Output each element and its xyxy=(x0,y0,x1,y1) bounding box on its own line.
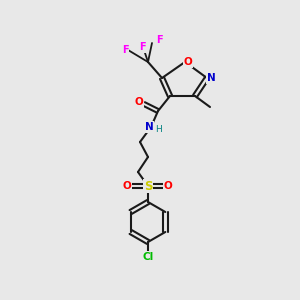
Text: F: F xyxy=(122,45,128,55)
Text: Cl: Cl xyxy=(142,252,154,262)
Text: F: F xyxy=(139,42,145,52)
Text: O: O xyxy=(184,57,192,67)
Text: H: H xyxy=(154,125,161,134)
Text: S: S xyxy=(144,179,152,193)
Text: O: O xyxy=(135,97,143,107)
Text: O: O xyxy=(164,181,172,191)
Text: F: F xyxy=(156,35,162,45)
Text: N: N xyxy=(207,73,215,83)
Text: O: O xyxy=(123,181,131,191)
Text: N: N xyxy=(145,122,153,132)
